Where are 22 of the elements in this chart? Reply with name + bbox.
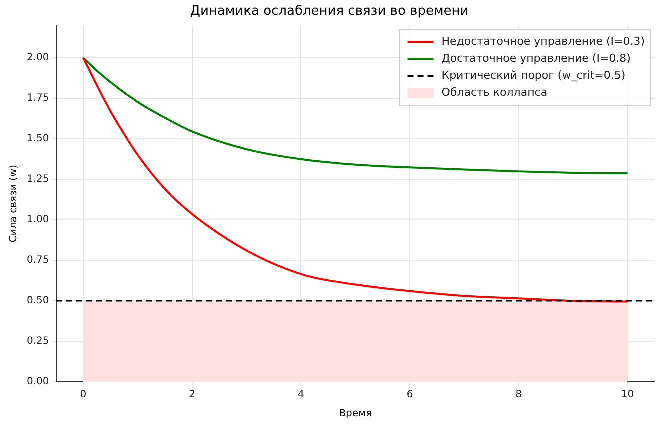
legend-label: Критический порог (w_crit=0.5) xyxy=(442,68,626,82)
x-tick-label: 2 xyxy=(189,390,196,401)
y-tick-label: 1.00 xyxy=(27,214,50,226)
y-tick-label: 1.25 xyxy=(27,174,50,186)
legend-label: Область коллапса xyxy=(442,86,548,99)
y-tick-label: 0.00 xyxy=(27,376,50,388)
legend-label: Достаточное управление (I=0.8) xyxy=(442,52,631,65)
y-tick-label: 0.50 xyxy=(27,296,50,307)
x-axis-title: Время xyxy=(339,408,372,420)
y-tick-label: 0.75 xyxy=(27,255,50,266)
x-tick-label: 10 xyxy=(621,390,634,401)
x-tick-label: 0 xyxy=(80,390,87,401)
chart-title: Динамика ослабления связи во времени xyxy=(190,4,469,20)
x-tick-label: 4 xyxy=(298,390,304,401)
y-tick-label: 1.50 xyxy=(27,134,50,145)
y-tick-label: 1.75 xyxy=(27,93,50,104)
y-axis-title: Сила связи (w) xyxy=(8,164,20,243)
x-tick-label: 6 xyxy=(406,390,414,401)
y-tick-label: 2.00 xyxy=(27,52,50,64)
legend-label: Недостаточное управление (I=0.3) xyxy=(442,34,646,48)
y-tick-label: 0.25 xyxy=(27,336,50,348)
x-tick-label: 8 xyxy=(516,390,522,401)
